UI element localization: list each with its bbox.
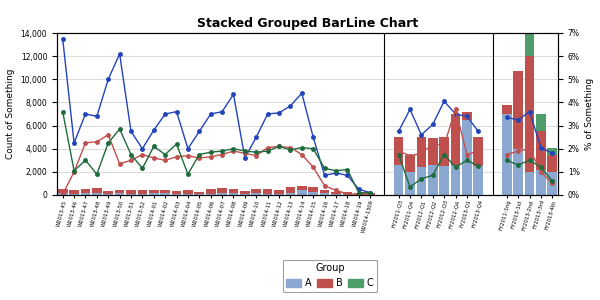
Y-axis label: % of Something: % of Something [585, 78, 594, 150]
Bar [473, 166, 483, 195]
Bar [58, 189, 68, 193]
Bar [69, 194, 79, 195]
Bar [502, 114, 512, 195]
Bar [160, 190, 170, 194]
Bar [451, 165, 460, 195]
Bar [394, 137, 403, 165]
Bar [439, 166, 449, 195]
Bar [428, 165, 437, 195]
Bar [536, 169, 546, 195]
Bar [172, 194, 181, 195]
Bar [274, 194, 284, 195]
Bar [92, 193, 101, 195]
Bar [405, 154, 415, 172]
Bar [320, 194, 329, 195]
Bar [149, 193, 158, 195]
Bar [286, 193, 295, 195]
Bar [229, 189, 238, 193]
Bar [115, 190, 124, 194]
Bar [331, 194, 341, 195]
Bar [126, 190, 136, 194]
Bar [439, 137, 449, 166]
Bar [365, 193, 375, 195]
Bar [103, 194, 113, 195]
Bar [194, 194, 204, 195]
Bar [547, 172, 557, 195]
Bar [274, 190, 284, 194]
Bar [428, 138, 437, 165]
Bar [524, 172, 535, 195]
Legend: A, B, C: A, B, C [283, 260, 377, 292]
Bar [308, 187, 318, 193]
Bar [137, 190, 147, 194]
Bar [194, 192, 204, 194]
Bar [547, 148, 557, 154]
Y-axis label: Count of Something: Count of Something [6, 69, 15, 159]
Bar [183, 194, 193, 195]
Bar [354, 194, 364, 195]
Bar [331, 192, 341, 194]
Bar [206, 194, 215, 195]
Bar [524, 0, 535, 56]
Bar [126, 194, 136, 195]
Bar [263, 194, 272, 195]
Bar [206, 189, 215, 194]
Bar [514, 149, 523, 195]
Bar [80, 189, 91, 194]
Bar [320, 190, 329, 194]
Bar [451, 114, 460, 165]
Bar [308, 193, 318, 195]
Bar [416, 137, 426, 167]
Title: Stacked Grouped BarLine Chart: Stacked Grouped BarLine Chart [197, 17, 418, 30]
Bar [536, 131, 546, 170]
Bar [172, 190, 181, 194]
Bar [103, 191, 113, 194]
Bar [229, 193, 238, 195]
Bar [524, 56, 535, 172]
Bar [251, 189, 261, 194]
Bar [240, 194, 250, 195]
Bar [115, 194, 124, 195]
Bar [92, 188, 101, 193]
Bar [297, 186, 307, 190]
Bar [263, 189, 272, 194]
Bar [473, 137, 483, 166]
Bar [183, 190, 193, 194]
Bar [160, 194, 170, 195]
Bar [69, 190, 79, 194]
Bar [149, 190, 158, 193]
Bar [462, 112, 472, 120]
Bar [286, 187, 295, 193]
Bar [462, 120, 472, 195]
Bar [217, 188, 227, 194]
Bar [240, 191, 250, 194]
Bar [514, 71, 523, 149]
Bar [343, 194, 352, 195]
Bar [137, 194, 147, 195]
Bar [405, 172, 415, 195]
Bar [547, 154, 557, 172]
Bar [416, 167, 426, 195]
Bar [80, 194, 91, 195]
Bar [251, 194, 261, 195]
Bar [343, 193, 352, 194]
Bar [217, 194, 227, 195]
Bar [536, 114, 546, 131]
Bar [502, 105, 512, 114]
Bar [58, 193, 68, 195]
Bar [394, 165, 403, 195]
Bar [297, 190, 307, 195]
